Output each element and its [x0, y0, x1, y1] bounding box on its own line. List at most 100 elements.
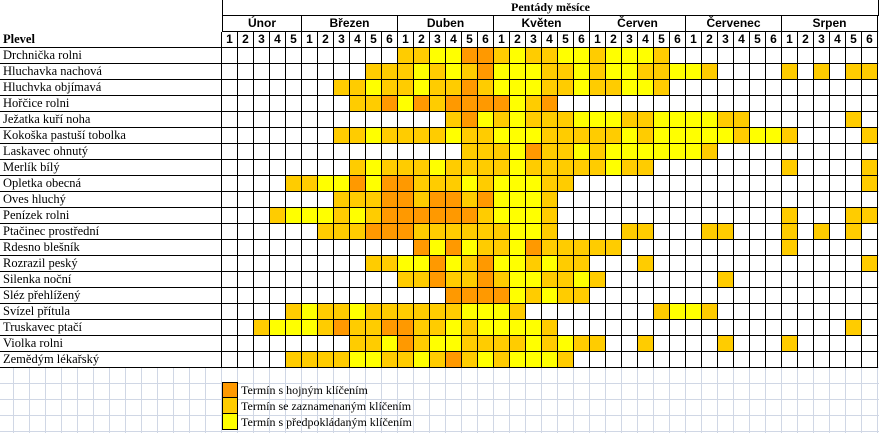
grid-cell: [494, 272, 510, 288]
grid-cell: [862, 224, 878, 240]
grid-cell: [478, 192, 494, 208]
grid-cell: [510, 336, 526, 352]
grid-cell: [734, 48, 750, 64]
grid-cell: [366, 112, 382, 128]
grid-cell: [686, 96, 702, 112]
grid-cell: [846, 112, 862, 128]
grid-cell: [782, 96, 798, 112]
grid-cell: [558, 240, 574, 256]
grid-cell: [286, 176, 302, 192]
grid-cell: [622, 288, 638, 304]
grid-cell: [798, 288, 814, 304]
grid-cell: [718, 320, 734, 336]
grid-cell: [430, 272, 446, 288]
month-header: Srpen: [782, 16, 878, 32]
grid-cell: [798, 176, 814, 192]
grid-cell: [366, 224, 382, 240]
grid-cell: [798, 112, 814, 128]
grid-cell: [654, 304, 670, 320]
grid-cell: [846, 192, 862, 208]
grid-cell: [782, 144, 798, 160]
grid-cell: [654, 192, 670, 208]
grid-cell: [382, 160, 398, 176]
grid-cell: [750, 336, 766, 352]
grid-cell: [254, 96, 270, 112]
weed-name: Svízel přítula: [0, 304, 222, 320]
grid-cell: [222, 240, 238, 256]
grid-cell: [382, 320, 398, 336]
grid-cell: [622, 192, 638, 208]
grid-cell: [830, 240, 846, 256]
grid-cell: [446, 128, 462, 144]
header-title: Pentády měsíce: [222, 0, 879, 16]
legend-label: Termín s hojným klíčením: [241, 383, 368, 397]
grid-cell: [318, 352, 334, 368]
grid-cell: [766, 176, 782, 192]
grid-cell: [430, 352, 446, 368]
grid-cell: [638, 64, 654, 80]
pentad-number: 1: [494, 32, 510, 48]
grid-cell: [270, 192, 286, 208]
grid-cell: [734, 288, 750, 304]
grid-cell: [366, 336, 382, 352]
grid-cell: [798, 160, 814, 176]
grid-cell: [398, 352, 414, 368]
grid-cell: [686, 48, 702, 64]
grid-cell: [782, 176, 798, 192]
legend-label: Termín s předpokládaným klíčením: [241, 415, 412, 429]
grid-cell: [398, 112, 414, 128]
grid-cell: [510, 240, 526, 256]
grid-cell: [558, 288, 574, 304]
grid-cell: [590, 320, 606, 336]
pentad-number: 1: [782, 32, 798, 48]
grid-cell: [366, 96, 382, 112]
grid-cell: [366, 208, 382, 224]
grid-cell: [542, 208, 558, 224]
grid-cell: [318, 144, 334, 160]
grid-cell: [670, 192, 686, 208]
grid-cell: [510, 64, 526, 80]
grid-cell: [414, 288, 430, 304]
grid-cell: [526, 256, 542, 272]
grid-cell: [446, 80, 462, 96]
pentad-number: 4: [350, 32, 366, 48]
grid-cell: [574, 144, 590, 160]
grid-cell: [798, 128, 814, 144]
grid-cell: [542, 112, 558, 128]
grid-cell: [494, 128, 510, 144]
grid-cell: [654, 64, 670, 80]
grid-cell: [846, 272, 862, 288]
grid-cell: [478, 336, 494, 352]
month-header: Květen: [494, 16, 590, 32]
grid-cell: [750, 128, 766, 144]
grid-cell: [222, 288, 238, 304]
grid-cell: [654, 256, 670, 272]
grid-cell: [398, 144, 414, 160]
grid-cell: [478, 304, 494, 320]
grid-cell: [766, 192, 782, 208]
grid-cell: [446, 240, 462, 256]
pentad-number: 3: [526, 32, 542, 48]
grid-cell: [382, 240, 398, 256]
grid-cell: [446, 192, 462, 208]
grid-cell: [270, 336, 286, 352]
grid-cell: [814, 192, 830, 208]
grid-cell: [494, 80, 510, 96]
grid-cell: [686, 144, 702, 160]
grid-cell: [414, 256, 430, 272]
grid-cell: [766, 304, 782, 320]
grid-cell: [286, 144, 302, 160]
grid-cell: [830, 256, 846, 272]
grid-cell: [862, 336, 878, 352]
legend-swatch: [222, 398, 238, 414]
grid-cell: [734, 128, 750, 144]
grid-cell: [334, 224, 350, 240]
grid-cell: [510, 128, 526, 144]
grid-cell: [702, 112, 718, 128]
grid-cell: [334, 176, 350, 192]
grid-cell: [814, 272, 830, 288]
grid-cell: [494, 96, 510, 112]
grid-cell: [798, 224, 814, 240]
grid-cell: [654, 128, 670, 144]
grid-cell: [350, 96, 366, 112]
